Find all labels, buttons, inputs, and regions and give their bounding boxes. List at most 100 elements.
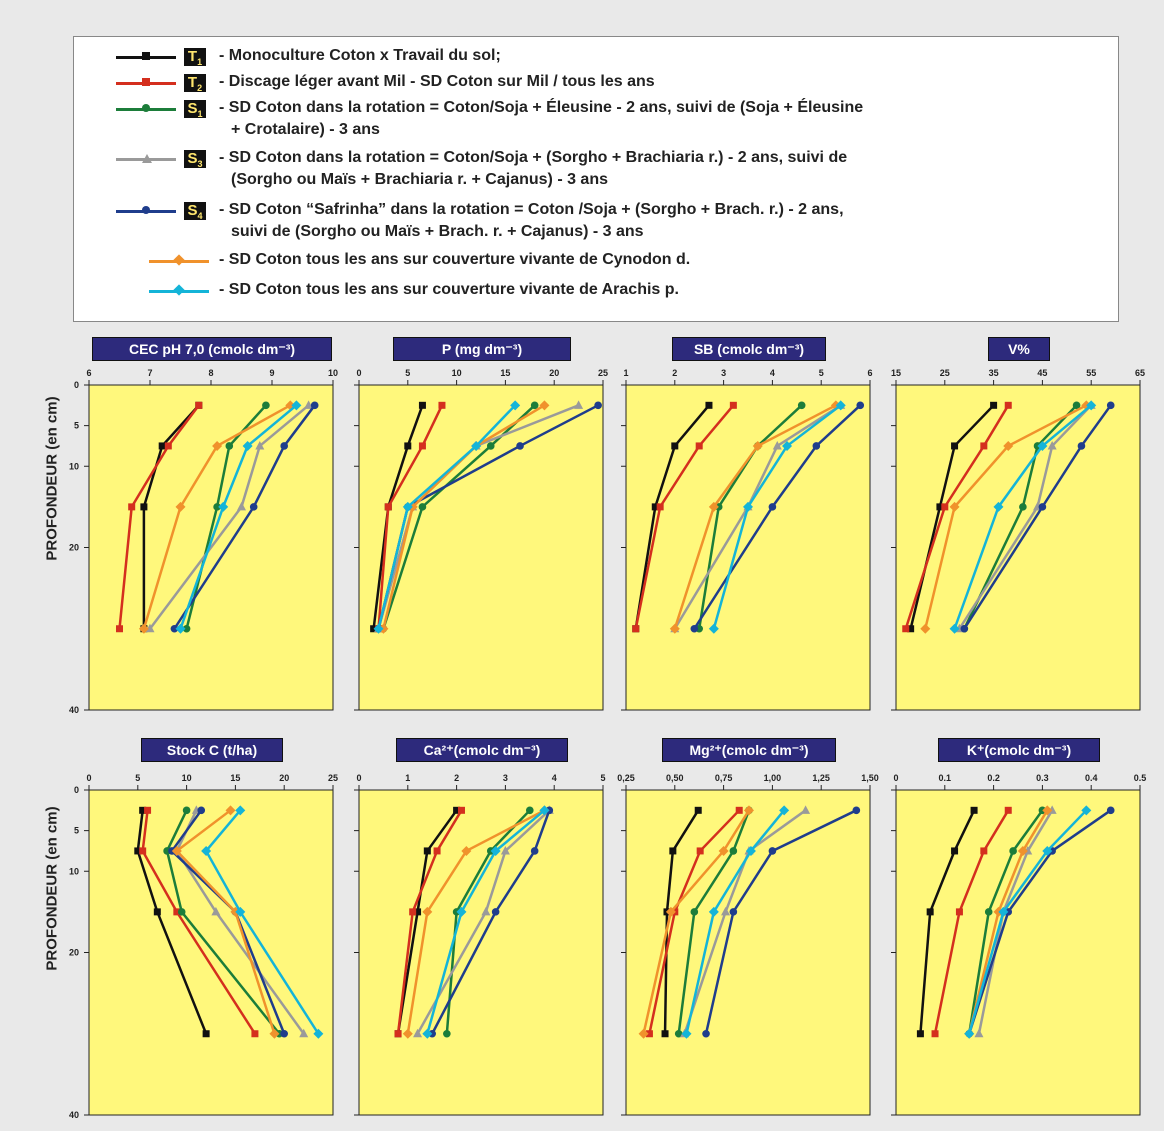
x-tick-label: 25: [598, 368, 608, 378]
x-tick-label: 1: [405, 773, 410, 783]
series-line-s4: [431, 809, 551, 1035]
data-point-ar: [782, 440, 793, 451]
data-point-ar: [708, 623, 719, 634]
chart-title: Stock C (t/ha): [141, 738, 283, 762]
data-point-ar: [539, 805, 550, 816]
data-point-s1: [177, 908, 186, 916]
data-point-t2: [251, 1030, 259, 1038]
chart-title: V%: [988, 337, 1050, 361]
data-point-s4: [249, 503, 258, 511]
data-point-s3: [304, 400, 314, 409]
data-point-t2: [438, 401, 446, 409]
data-point-t1: [916, 1030, 924, 1038]
legend-badge: T2: [184, 74, 206, 93]
data-point-t2: [696, 847, 704, 855]
data-point-ar: [235, 906, 246, 917]
data-point-t1: [414, 908, 422, 916]
data-point-s4: [491, 908, 500, 916]
series-line-t2: [933, 809, 1010, 1034]
x-tick-label: 15: [500, 368, 510, 378]
series-line-t1: [372, 404, 424, 629]
series-line-s4: [170, 809, 286, 1035]
data-point-s3: [145, 623, 155, 633]
series-line-cy: [642, 809, 751, 1035]
x-tick-label: 1,50: [861, 773, 879, 783]
data-point-t2: [433, 847, 441, 855]
data-point-t1: [671, 442, 679, 450]
series-line-t2: [634, 404, 735, 629]
data-point-s1: [530, 401, 539, 410]
data-point-s4: [1106, 401, 1115, 410]
data-point-s1: [225, 442, 234, 450]
data-point-s3: [772, 440, 782, 450]
data-point-t1: [926, 908, 934, 916]
data-point-t1: [694, 806, 702, 814]
data-point-t2: [418, 442, 426, 450]
data-point-cy: [539, 400, 550, 411]
series-line-cy: [174, 809, 276, 1035]
series-line-s4: [963, 404, 1112, 630]
x-tick-label: 0.3: [1036, 773, 1049, 783]
x-tick-label: 2: [672, 368, 677, 378]
plot-area: [358, 384, 604, 711]
x-tick-label: 20: [549, 368, 559, 378]
data-point-ar: [218, 501, 229, 512]
data-point-s3: [237, 501, 246, 511]
x-tick-label: 45: [1037, 368, 1047, 378]
data-point-ar: [456, 906, 467, 917]
x-tick-label: 5: [135, 773, 140, 783]
series-line-s1: [963, 404, 1078, 630]
y-tick-label: 5: [74, 421, 79, 431]
series-line-cy: [967, 809, 1049, 1035]
series-line-ar: [685, 809, 786, 1035]
data-point-s4: [729, 908, 738, 916]
data-point-t1: [990, 401, 998, 409]
x-tick-label: 8: [208, 368, 213, 378]
x-tick-label: 1,25: [812, 773, 830, 783]
data-point-s1: [418, 503, 427, 511]
chart-title: Mg²⁺(cmolc dm⁻³): [662, 738, 836, 762]
data-point-ar: [964, 1028, 975, 1039]
data-point-s1: [486, 442, 495, 450]
y-tick-label: 0: [74, 785, 79, 795]
x-tick-label: 15: [891, 368, 901, 378]
data-point-t2: [980, 847, 988, 855]
series-line-t2: [396, 809, 463, 1034]
series-line-s4: [968, 809, 1112, 1035]
y-tick-label: 40: [69, 1110, 79, 1120]
data-point-s4: [768, 503, 777, 511]
data-point-t2: [128, 503, 136, 511]
y-tick-label: 10: [69, 866, 79, 876]
series-line-t1: [142, 404, 200, 629]
chart-title: SB (cmolc dm⁻³): [672, 337, 826, 361]
data-point-t1: [907, 625, 915, 633]
data-point-ar: [1086, 400, 1097, 411]
x-tick-label: 5: [405, 368, 410, 378]
data-point-t2: [941, 503, 949, 511]
data-point-cy: [1042, 805, 1053, 816]
legend-marker: [142, 104, 150, 112]
legend-text-continued: (Sorgho ou Maïs + Brachiaria r. + Cajanu…: [231, 171, 608, 188]
x-tick-label: 9: [269, 368, 274, 378]
data-point-ar: [1037, 440, 1048, 451]
data-point-ar: [949, 623, 960, 634]
data-point-cy: [638, 1028, 649, 1039]
data-point-s3: [255, 440, 265, 450]
legend-marker: [142, 78, 150, 86]
data-point-t1: [139, 806, 147, 814]
data-point-cy: [171, 845, 182, 856]
series-line-ar: [967, 809, 1088, 1035]
series-line-s4: [173, 404, 316, 630]
data-point-t2: [729, 401, 737, 409]
data-point-s1: [182, 624, 191, 633]
series-line-ar: [712, 404, 842, 630]
data-point-s3: [801, 805, 811, 814]
data-point-cy: [138, 623, 149, 634]
x-tick-label: 4: [552, 773, 557, 783]
x-tick-label: 7: [147, 368, 152, 378]
legend-badge: S1: [184, 100, 206, 119]
x-tick-label: 0.1: [939, 773, 952, 783]
data-point-ar: [471, 440, 482, 451]
data-point-s4: [1038, 503, 1047, 511]
legend-marker: [142, 154, 152, 163]
